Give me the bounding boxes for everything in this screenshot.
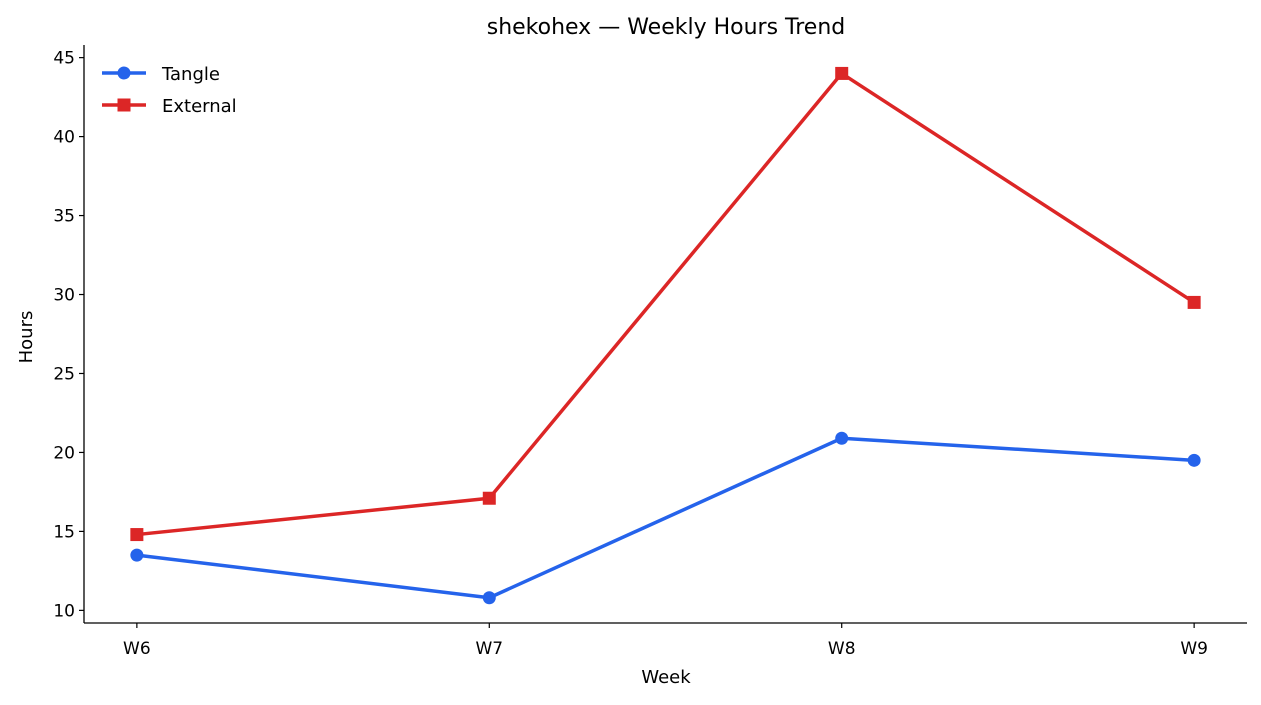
legend-label: External: [162, 96, 237, 117]
x-tick-label: W8: [828, 639, 856, 659]
series-line: [136, 436, 1195, 600]
x-tick-label: W6: [123, 639, 151, 659]
data-point: [130, 548, 144, 562]
y-tick-label: 15: [53, 522, 75, 542]
data-point: [482, 491, 496, 505]
y-tick-label: 20: [53, 443, 75, 463]
x-tick-label: W7: [475, 639, 503, 659]
legend-label: Tangle: [161, 64, 220, 85]
y-tick-label: 25: [53, 364, 75, 384]
legend-marker: [117, 98, 131, 112]
series-tangle: [130, 431, 1201, 605]
legend: Tangle External: [102, 64, 237, 117]
data-point: [835, 66, 849, 80]
data-point: [482, 591, 496, 605]
y-tick-label: 30: [53, 286, 75, 306]
y-axis-label: Hours: [16, 311, 37, 364]
legend-marker: [117, 66, 131, 80]
data-point: [1187, 453, 1201, 467]
legend-item: Tangle: [102, 64, 220, 85]
y-tick-label: 45: [53, 49, 75, 69]
data-point: [835, 431, 849, 445]
x-axis-label: Week: [641, 667, 691, 688]
y-tick-label: 35: [53, 207, 75, 227]
data-point: [130, 528, 144, 542]
series-line: [136, 71, 1196, 537]
legend-item: External: [102, 96, 237, 117]
y-tick-label: 40: [53, 128, 75, 148]
y-tick-label: 10: [53, 601, 75, 621]
x-tick-label: W9: [1180, 639, 1208, 659]
series-external: [130, 66, 1201, 542]
data-point: [1187, 295, 1201, 309]
chart-title: shekohex — Weekly Hours Trend: [487, 15, 846, 40]
